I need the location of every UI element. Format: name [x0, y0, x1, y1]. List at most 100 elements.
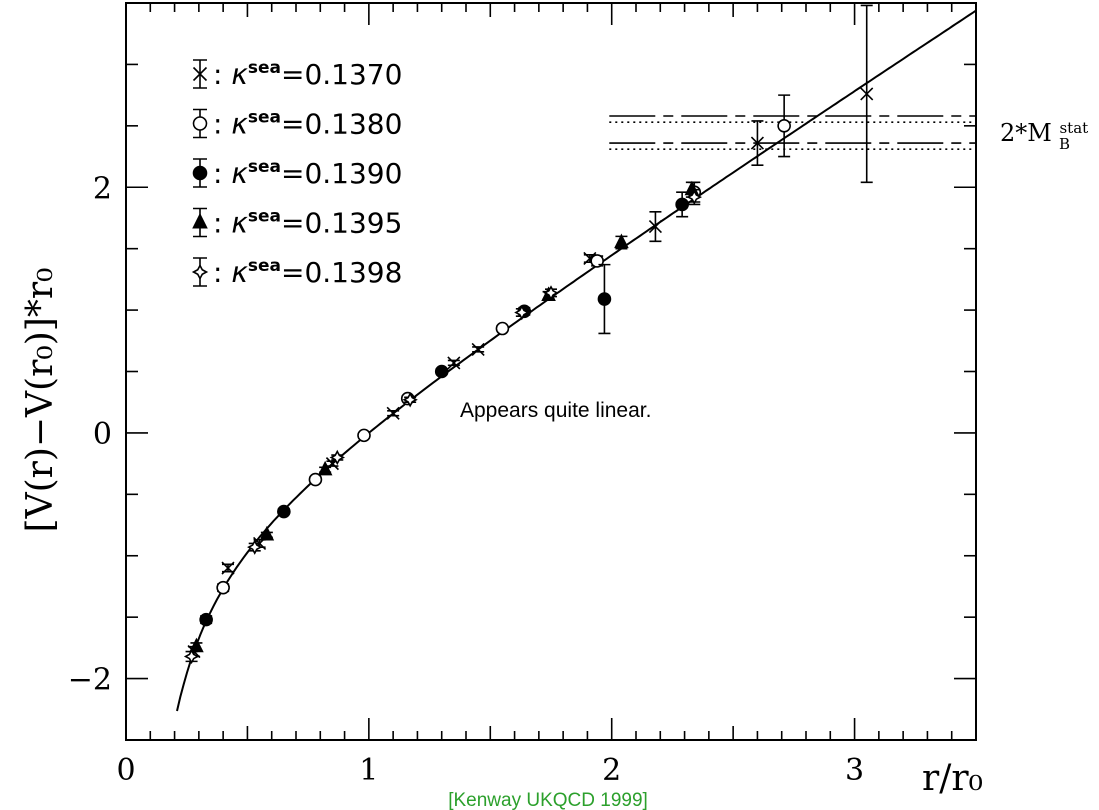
data-point: [308, 472, 323, 487]
point-marker: [777, 119, 791, 133]
data-point: [329, 449, 345, 466]
point-marker: [597, 292, 612, 306]
y-tick-label: 2: [93, 171, 112, 206]
legend-marker: [192, 165, 208, 181]
x-axis-title: r/r₀: [922, 758, 983, 799]
y-tick-labels: −2 0 2: [68, 171, 112, 697]
threshold-label-sub: B: [1059, 135, 1070, 153]
legend-marker: [191, 263, 209, 281]
data-point: [247, 539, 263, 555]
x-tick-label: 2: [602, 753, 621, 788]
legend-kappa: κ: [231, 108, 248, 141]
data-point: [447, 356, 461, 370]
legend-kappa: κ: [231, 157, 248, 190]
data-point: [357, 428, 371, 443]
data-point: [317, 460, 333, 476]
credit-text: [Kenway UKQCD 1999]: [448, 790, 648, 810]
point-marker: [495, 321, 510, 336]
axis-ticks: [125, 2, 977, 741]
point-marker: [860, 87, 874, 101]
point-marker: [543, 285, 559, 301]
data-point: [471, 342, 485, 356]
point-marker: [221, 561, 235, 575]
legend-entry: : κsea=0.1398: [191, 256, 402, 289]
point-marker: [277, 504, 291, 519]
legend: : κsea=0.1370: κsea=0.1380: κsea=0.1390:…: [191, 58, 402, 289]
point-marker: [402, 392, 418, 408]
data-point: [189, 637, 204, 653]
data-point: [402, 392, 418, 408]
data-point: [614, 233, 629, 250]
point-marker: [247, 539, 263, 555]
data-point: [221, 561, 235, 575]
x-tick-label: 0: [116, 753, 135, 788]
data-point: [183, 648, 200, 665]
legend-marker: [192, 66, 208, 82]
legend-value: =0.1390: [281, 157, 402, 190]
point-marker: [447, 356, 461, 370]
point-marker: [675, 197, 689, 212]
data-point: [277, 504, 291, 519]
point-marker: [471, 342, 485, 356]
legend-entry: : κsea=0.1390: [192, 157, 402, 190]
data-point: [434, 364, 449, 379]
legend-value: =0.1398: [281, 256, 402, 289]
legend-label: : κsea=0.1398: [213, 256, 402, 289]
data-point: [860, 4, 874, 184]
point-marker: [434, 364, 449, 379]
legend-entry: : κsea=0.1370: [192, 58, 402, 91]
point-marker: [199, 612, 213, 627]
legend-sea: sea: [248, 108, 281, 128]
legend-colon: :: [213, 256, 231, 289]
point-marker: [308, 472, 323, 487]
legend-label: : κsea=0.1380: [213, 108, 402, 141]
legend-sea: sea: [248, 256, 281, 276]
data-point: [199, 612, 213, 627]
legend-colon: :: [213, 58, 231, 91]
data-point: [777, 94, 791, 158]
x-tick-label: 3: [845, 753, 864, 788]
point-marker: [686, 189, 702, 205]
threshold-label-sup: stat: [1059, 119, 1088, 137]
data-point: [543, 285, 559, 301]
point-marker: [259, 525, 275, 541]
data-point: [495, 321, 510, 336]
data-point: [750, 120, 764, 166]
legend-colon: :: [213, 157, 231, 190]
point-marker: [216, 580, 230, 595]
y-axis-title: [V(r)−V(r₀)]*r₀: [20, 268, 61, 533]
x-tick-labels: 0 1 2 3: [116, 753, 864, 788]
threshold-label-main: 2*M: [1000, 119, 1052, 147]
data-point: [514, 304, 530, 321]
threshold-label: 2*M stat: [1000, 119, 1088, 147]
data-point: [686, 188, 702, 206]
point-marker: [648, 219, 662, 234]
data-point: [597, 263, 612, 335]
point-marker: [514, 304, 530, 321]
data-point: [259, 525, 275, 541]
legend-label: : κsea=0.1395: [213, 207, 402, 240]
legend-sea: sea: [248, 58, 281, 78]
point-marker: [317, 460, 333, 476]
point-marker: [357, 428, 371, 443]
data-point: [216, 580, 230, 595]
legend-colon: :: [213, 108, 231, 141]
legend-marker: [192, 212, 208, 229]
point-marker: [183, 648, 200, 665]
legend-colon: :: [213, 207, 231, 240]
legend-value: =0.1395: [281, 207, 402, 240]
point-marker: [329, 449, 345, 466]
data-point: [675, 191, 689, 218]
legend-kappa: κ: [231, 58, 248, 91]
y-tick-label: −2: [68, 663, 112, 698]
point-marker: [614, 233, 629, 249]
legend-value: =0.1370: [281, 58, 402, 91]
point-marker: [189, 637, 204, 653]
x-tick-label: 1: [359, 753, 378, 788]
legend-label: : κsea=0.1390: [213, 157, 402, 190]
legend-sea: sea: [248, 157, 281, 177]
y-tick-label: 0: [93, 417, 112, 452]
data-point: [386, 406, 400, 420]
data-points: [183, 4, 874, 665]
threshold-lines: [609, 115, 976, 150]
